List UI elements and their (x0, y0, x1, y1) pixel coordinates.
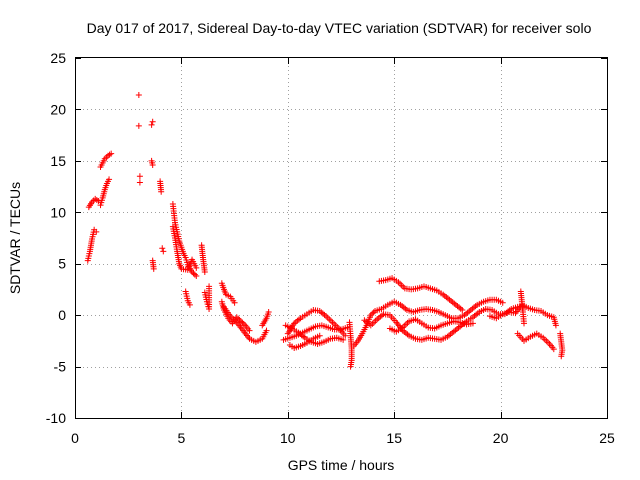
data-point (193, 264, 200, 271)
data-point (558, 353, 565, 360)
plot-frame (75, 57, 608, 419)
chart-title: Day 017 of 2017, Sidereal Day-to-day VTE… (87, 20, 592, 36)
data-point (459, 307, 466, 313)
data-point (149, 161, 156, 168)
data-point (150, 265, 157, 272)
data-point (246, 327, 253, 334)
data-point (541, 336, 548, 343)
y-tick-label: 25 (50, 50, 66, 66)
data-point (327, 317, 334, 324)
data-point (398, 282, 405, 289)
grid-lines (75, 58, 607, 418)
y-tick-label: 5 (58, 256, 66, 272)
data-point (190, 270, 197, 277)
x-tick-label: 15 (386, 430, 402, 446)
data-point (160, 248, 167, 255)
data-point (193, 273, 200, 280)
data-point (332, 322, 339, 329)
data-point (550, 346, 557, 353)
data-point (316, 332, 323, 339)
data-point (189, 268, 196, 275)
data-point (401, 322, 408, 329)
data-point (235, 315, 242, 322)
data-point (543, 337, 550, 344)
x-tick-label: 20 (493, 430, 509, 446)
data-point (90, 197, 97, 204)
data-point (340, 336, 347, 343)
y-axis-tick-labels: -10 -5 0 5 10 15 20 25 (46, 50, 66, 426)
data-point (148, 121, 155, 128)
x-tick-label: 0 (71, 430, 79, 446)
data-point (469, 320, 476, 327)
data-point (397, 280, 404, 287)
y-axis-label: SDTVAR / TECUs (7, 182, 23, 294)
data-point (158, 188, 165, 195)
data-point (402, 321, 409, 328)
data-point (136, 173, 143, 180)
x-tick-label: 5 (178, 430, 186, 446)
data-point (372, 317, 379, 324)
data-points (84, 92, 566, 370)
data-point (186, 301, 193, 308)
data-point (329, 319, 336, 326)
data-point (191, 271, 198, 278)
data-point (324, 314, 331, 321)
data-point (370, 309, 377, 316)
axis-ticks (75, 58, 608, 419)
y-tick-label: -5 (54, 359, 67, 375)
data-point (233, 314, 240, 321)
data-point (108, 150, 115, 157)
data-point (149, 118, 156, 125)
data-point (326, 316, 333, 323)
data-point (240, 321, 247, 328)
data-point (544, 339, 551, 346)
data-point (367, 312, 374, 319)
data-point (159, 245, 166, 252)
data-point (231, 299, 238, 306)
data-point (106, 176, 113, 183)
data-point (552, 322, 559, 329)
data-point (342, 332, 349, 339)
data-point (499, 299, 506, 306)
data-point (331, 320, 338, 327)
x-axis-label: GPS time / hours (288, 457, 395, 473)
x-axis-tick-labels: 0 5 10 15 20 25 (71, 430, 615, 446)
x-tick-label: 25 (599, 430, 615, 446)
data-point (201, 268, 208, 275)
y-tick-label: -10 (46, 410, 66, 426)
data-point (135, 122, 142, 129)
data-point (521, 320, 528, 327)
x-tick-label: 10 (280, 430, 296, 446)
data-point (135, 92, 142, 99)
data-point (347, 363, 354, 370)
data-point (206, 283, 213, 290)
data-point (265, 309, 272, 316)
y-tick-label: 10 (50, 204, 66, 220)
y-tick-label: 20 (50, 101, 66, 117)
data-point (93, 228, 100, 235)
data-point (369, 310, 376, 317)
y-tick-label: 0 (58, 307, 66, 323)
data-point (237, 318, 244, 325)
data-point (136, 179, 143, 186)
data-point (263, 327, 270, 334)
y-tick-label: 15 (50, 153, 66, 169)
data-point (239, 319, 246, 326)
